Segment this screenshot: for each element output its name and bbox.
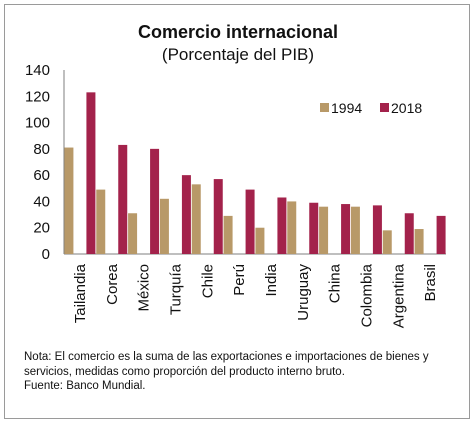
bar-1994 — [319, 206, 329, 254]
bar-2018 — [86, 92, 96, 254]
bar-2018 — [404, 213, 414, 254]
bar-2018 — [245, 189, 255, 254]
y-tick-label: 40 — [33, 193, 50, 210]
x-tick-label: Uruguay — [295, 264, 312, 321]
legend-label: 2018 — [391, 100, 422, 116]
chart-notes: Nota: El comercio es la suma de las expo… — [24, 350, 454, 394]
chart-title: Comercio internacional — [137, 22, 339, 42]
y-tick-label: 60 — [33, 167, 50, 184]
bar-1994 — [255, 227, 265, 254]
bar-2018 — [341, 204, 351, 254]
x-tick-label: Tailandia — [72, 263, 89, 323]
bar-2018 — [213, 179, 223, 254]
y-tick-label: 20 — [33, 220, 50, 237]
y-tick-label: 80 — [33, 141, 50, 158]
bar-1994 — [350, 206, 360, 254]
y-tick-label: 140 — [25, 62, 50, 79]
legend-label: 1994 — [331, 100, 362, 116]
bar-chart: 0 20 40 60 80 100 120 140 Tailandia Corea México Tu… — [25, 62, 446, 328]
legend-swatch-1994 — [320, 103, 329, 112]
bar-1994 — [191, 184, 201, 254]
x-tick-label: China — [327, 263, 344, 303]
bar-1994 — [159, 198, 169, 254]
x-tick-label: Brasil — [422, 264, 439, 302]
figure-frame — [4, 4, 470, 419]
bar-2018 — [118, 144, 128, 254]
y-tick-label: 100 — [25, 115, 50, 132]
x-tick-label: México — [136, 264, 153, 312]
note-text: Nota: El comercio es la suma de las expo… — [24, 351, 429, 378]
bar-1994 — [128, 213, 138, 254]
x-tick-label: India — [263, 263, 280, 296]
bar-1994 — [287, 201, 297, 254]
bar-1994 — [223, 215, 233, 254]
x-tick-label: Argentina — [390, 263, 407, 328]
source-text: Fuente: Banco Mundial. — [24, 380, 146, 392]
bar-1994 — [414, 229, 424, 254]
bar-2018 — [150, 148, 160, 254]
bar-2018 — [436, 215, 446, 254]
y-tick-label: 120 — [25, 88, 50, 105]
chart-subtitle: (Porcentaje del PIB) — [161, 45, 315, 64]
legend-swatch-2018 — [380, 103, 389, 112]
bar-2018 — [309, 202, 319, 254]
x-tick-label: Perú — [231, 264, 248, 296]
bar-2018 — [372, 205, 382, 254]
bar-2018 — [181, 175, 191, 254]
x-tick-label: Colombia — [358, 263, 375, 327]
bar-1994 — [64, 147, 74, 254]
y-tick-label: 0 — [42, 246, 50, 263]
bar-1994 — [382, 230, 392, 254]
x-tick-label: Turquía — [167, 263, 184, 315]
bar-1994 — [96, 189, 106, 254]
x-tick-label: Corea — [104, 263, 121, 305]
x-tick-label: Chile — [199, 264, 216, 298]
bar-2018 — [277, 197, 287, 254]
